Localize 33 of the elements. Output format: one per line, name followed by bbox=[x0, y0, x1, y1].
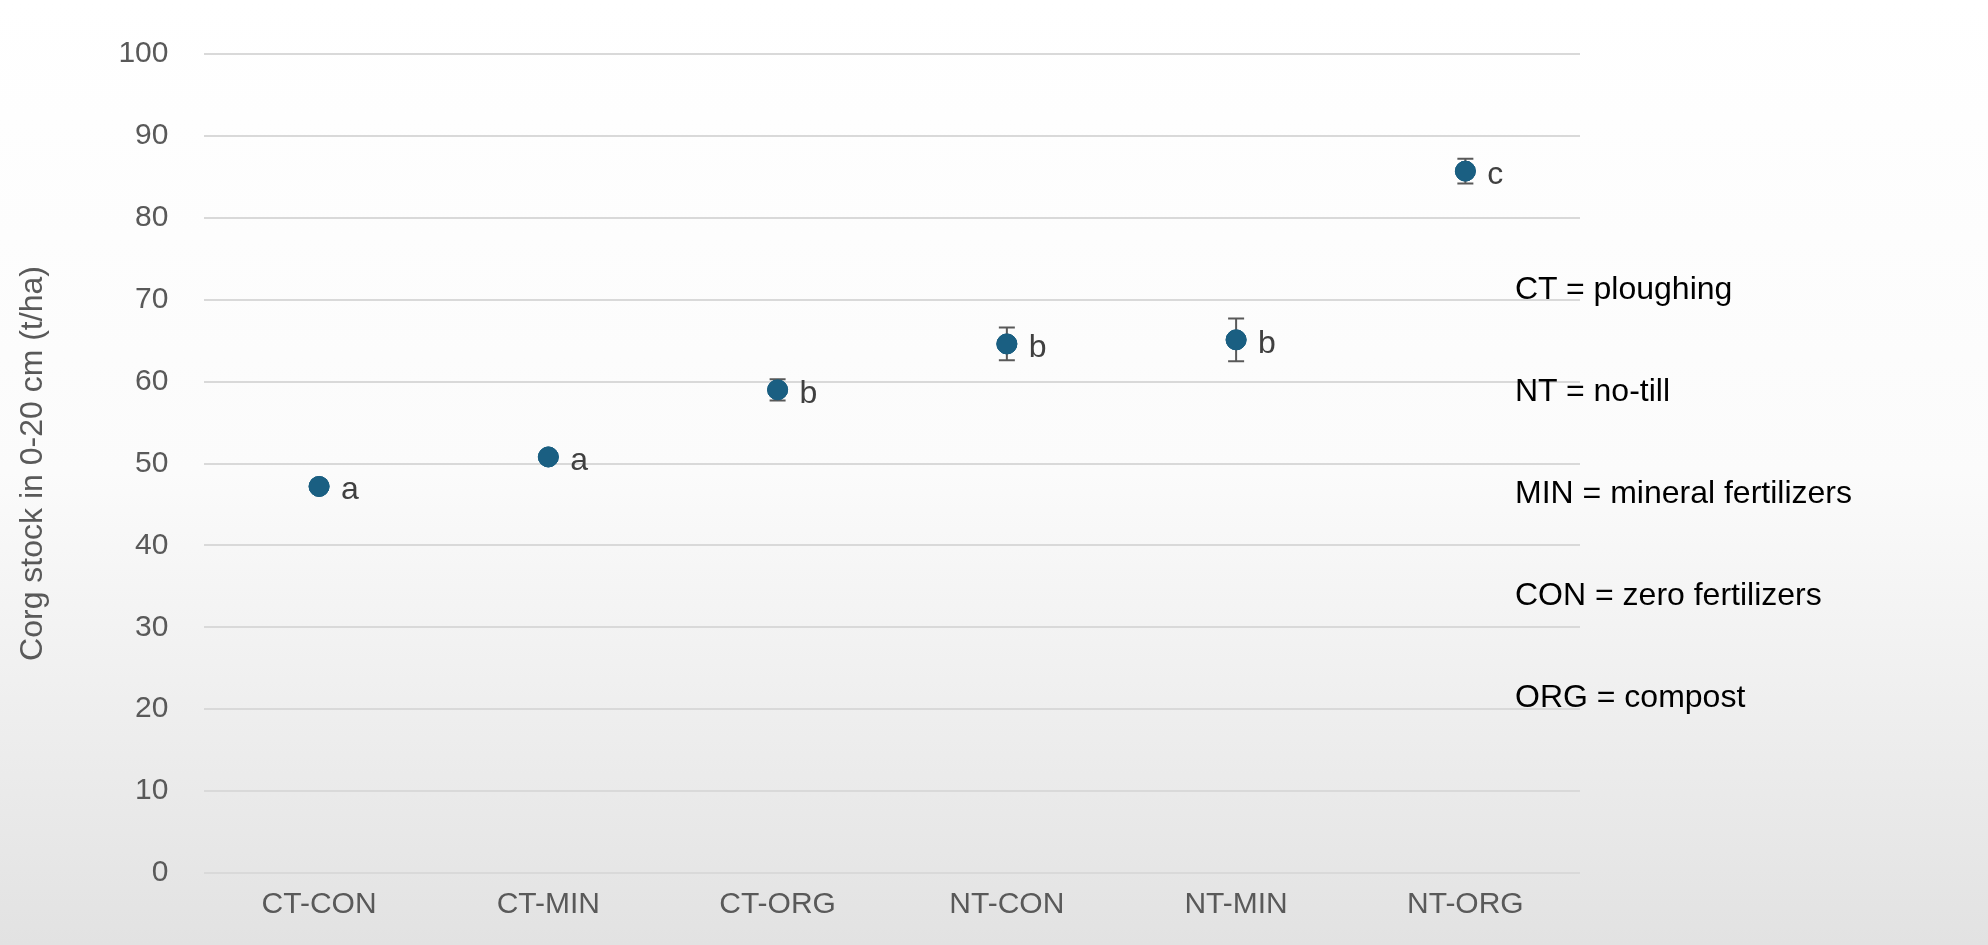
y-tick-label: 100 bbox=[118, 35, 169, 69]
x-tick-label: CT-CON bbox=[261, 886, 377, 920]
x-tick-label: CT-ORG bbox=[719, 886, 836, 920]
y-tick-label: 10 bbox=[135, 772, 169, 806]
x-tick-label: CT-MIN bbox=[496, 886, 600, 920]
y-tick-label: 80 bbox=[135, 199, 169, 233]
y-axis-title: Corg stock in 0-20 cm (t/ha) bbox=[13, 266, 50, 661]
y-tick-label: 0 bbox=[151, 854, 169, 888]
y-tick-label: 60 bbox=[135, 362, 169, 396]
annotation: b bbox=[1258, 323, 1276, 360]
annotation: a bbox=[570, 440, 589, 477]
annotation: b bbox=[799, 373, 818, 410]
y-tick-label: 40 bbox=[135, 526, 169, 560]
point bbox=[537, 446, 559, 468]
y-tick-label: 30 bbox=[135, 608, 169, 642]
annotation: NT = no-till bbox=[1515, 371, 1671, 410]
annotation: ORG = compost bbox=[1515, 677, 1747, 716]
annotation: CON = zero fertilizers bbox=[1515, 575, 1823, 614]
annotation: c bbox=[1487, 154, 1504, 191]
x-tick-label: NT-CON bbox=[949, 886, 1065, 920]
y-tick-label: 50 bbox=[135, 444, 169, 478]
x-tick-label: NT-ORG bbox=[1407, 886, 1524, 920]
annotation: b bbox=[1028, 327, 1047, 364]
point bbox=[996, 333, 1018, 355]
annotation: CT = ploughing bbox=[1515, 269, 1734, 308]
annotation: a bbox=[341, 470, 360, 507]
y-tick-label: 90 bbox=[135, 117, 169, 151]
x-tick-label: NT-MIN bbox=[1184, 886, 1288, 920]
y-tick-label: 20 bbox=[135, 690, 169, 724]
point bbox=[308, 475, 330, 497]
point bbox=[1225, 329, 1247, 351]
y-tick-label: 70 bbox=[135, 280, 169, 314]
annotation: MIN = mineral fertilizers bbox=[1515, 473, 1852, 512]
